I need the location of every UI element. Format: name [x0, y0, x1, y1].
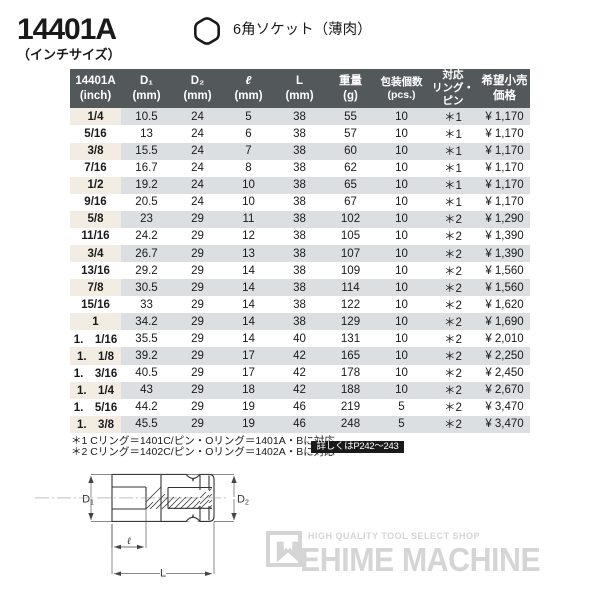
svg-text:D1: D1 — [82, 494, 94, 507]
svg-text:L: L — [160, 568, 166, 580]
svg-text:ℓ: ℓ — [127, 536, 131, 547]
svg-text:D2: D2 — [237, 494, 249, 507]
